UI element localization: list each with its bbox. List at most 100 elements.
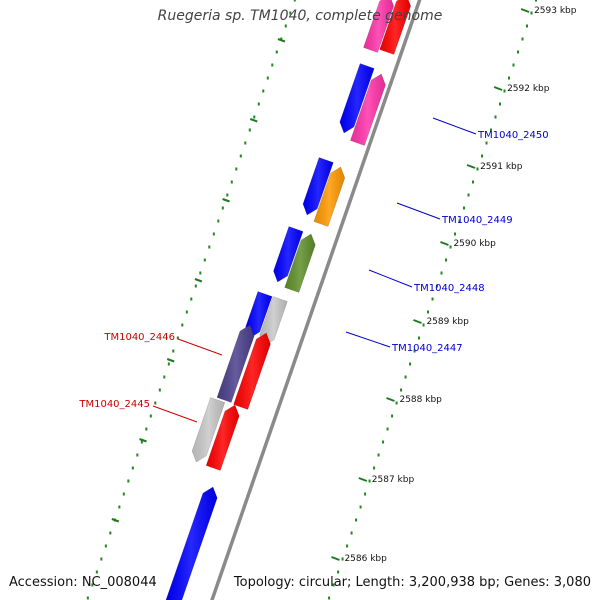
guide-dot (185, 310, 188, 314)
tick-label: 2587 kbp (372, 475, 415, 485)
guide-dot (332, 583, 335, 587)
callout-line (432, 117, 477, 135)
topology-text: Topology: circular; Length: 3,200,938 bp… (233, 575, 591, 590)
gene-label-tm1040_2450: TM1040_2450 (477, 130, 549, 141)
callout-line (152, 405, 198, 423)
guide-dot (226, 193, 229, 197)
tick-label: 2586 kbp (344, 554, 387, 564)
guide-dot (476, 167, 479, 171)
guide-dot (289, 11, 292, 15)
guide-dot (346, 544, 349, 548)
guide-dot (472, 180, 475, 184)
guide-dot (359, 505, 362, 509)
backbone-line (210, 0, 422, 600)
guide-dot (280, 37, 283, 41)
guide-dot (463, 206, 466, 210)
guide-dot (499, 102, 502, 106)
guide-dot (244, 141, 247, 145)
callout-line (368, 269, 413, 288)
guide-dot (172, 349, 175, 353)
guide-dot (436, 284, 439, 288)
minor-tick (222, 198, 230, 203)
guide-dot (109, 531, 112, 535)
guide-dot (377, 453, 380, 457)
guide-dot (100, 557, 103, 561)
guide-dot (422, 323, 425, 327)
guide-dot (494, 115, 497, 119)
tick-mark (466, 164, 476, 169)
guide-dot (395, 401, 398, 405)
minor-tick (194, 278, 203, 283)
guide-dot (239, 154, 242, 158)
guide-dot (525, 24, 528, 28)
guide-dot (266, 76, 269, 80)
guide-dot (490, 128, 493, 132)
gene-arrow-shade (233, 333, 271, 410)
gene-arrow-shade (165, 487, 218, 600)
gene-label-tm1040_2447: TM1040_2447 (391, 343, 463, 354)
guide-dot (194, 284, 197, 288)
callout-line (177, 338, 223, 356)
guide-dot (257, 102, 260, 106)
guide-dot (163, 375, 166, 379)
guide-dot (176, 336, 179, 340)
gene-features (165, 0, 411, 600)
minor-tick (111, 518, 120, 523)
tick-mark (358, 477, 368, 482)
gene-arrow-shade (379, 0, 411, 55)
gene-arrow-shade (284, 234, 316, 293)
guide-dot (386, 427, 389, 431)
tick-mark (440, 241, 449, 246)
dotted-guide-lines (86, 0, 537, 600)
guide-dot (413, 349, 416, 353)
gene-label-tm1040_2448: TM1040_2448 (413, 283, 485, 294)
minor-tick (166, 358, 175, 363)
gene-arrow-shade (273, 226, 303, 282)
guide-dot (203, 258, 206, 262)
gene-label-tm1040_2449: TM1040_2449 (441, 215, 513, 226)
guide-dot (284, 24, 287, 28)
guide-dot (275, 50, 278, 54)
genome-backbone (210, 0, 422, 600)
guide-dot (136, 453, 139, 457)
gene-arrow-shade (363, 0, 394, 53)
accession-text: Accession: NC_008044 (9, 575, 157, 590)
guide-dot (104, 544, 107, 548)
guide-dot (167, 362, 170, 366)
gene-arrow-shade (217, 325, 255, 403)
guide-dot (454, 232, 457, 236)
tick-label: 2593 kbp (534, 6, 577, 16)
guide-dot (271, 63, 274, 67)
guide-dot (131, 466, 134, 470)
guide-dot (91, 583, 94, 587)
guide-dot (355, 518, 358, 522)
guide-dot (534, 0, 537, 2)
guide-dot (199, 271, 202, 275)
kbp-ticks: 2593 kbp 2592 kbp 2591 kbp 2590 kbp 2589 kbp… (111, 6, 577, 564)
guide-dot (350, 531, 353, 535)
gene-arrow-shade (339, 63, 375, 133)
guide-dot (95, 570, 98, 574)
tick-mark (386, 397, 395, 402)
tick-label: 2590 kbp (453, 239, 496, 249)
guide-dot (127, 479, 130, 483)
guide-dot (140, 440, 143, 444)
guide-dot (190, 297, 193, 301)
gene-label-tm1040_2446: TM1040_2446 (103, 332, 175, 343)
guide-dot (521, 37, 524, 41)
guide-dot (341, 557, 344, 561)
guide-dot (122, 492, 125, 496)
guide-dot (481, 154, 484, 158)
guide-dot (235, 167, 238, 171)
guide-dot (208, 245, 211, 249)
minor-tick (249, 118, 258, 123)
guide-dot (391, 414, 394, 418)
guide-dot (158, 388, 161, 392)
guide-dot (149, 414, 152, 418)
guide-dot (217, 219, 220, 223)
minor-tick (277, 38, 286, 43)
gene-arrow-shade (350, 74, 386, 146)
guide-dot (400, 388, 403, 392)
gene-arrow-shade (303, 157, 334, 215)
